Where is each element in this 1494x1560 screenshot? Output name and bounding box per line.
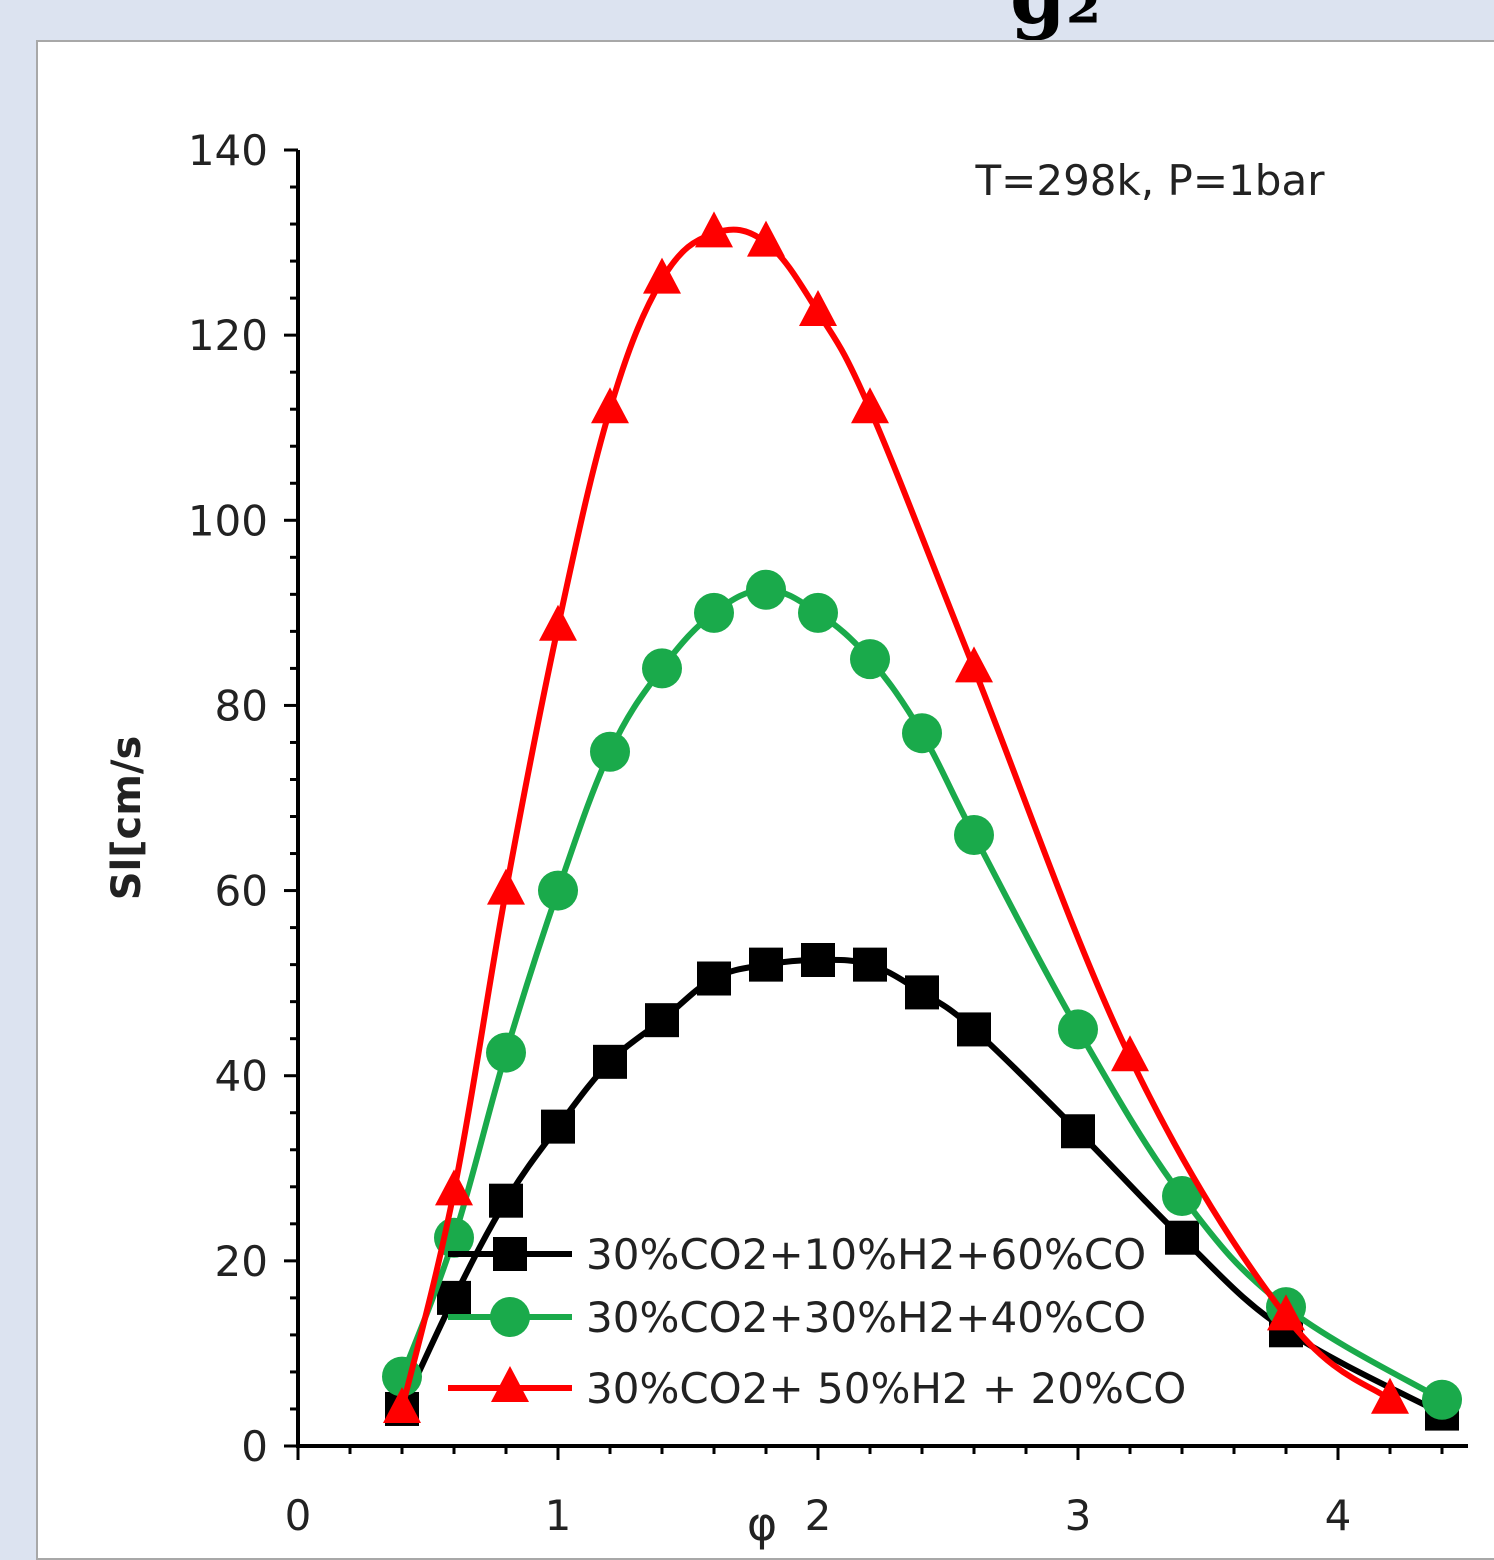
- chart-annotation: T=298k, P=1bar: [975, 156, 1326, 205]
- y-tick-label: 100: [188, 496, 268, 545]
- y-tick-label: 80: [215, 681, 268, 730]
- top-strip: g₂: [0, 0, 1494, 42]
- x-tick-label: 0: [285, 1491, 312, 1540]
- y-tick-label: 120: [188, 311, 268, 360]
- legend-entry-2: 30%CO2+30%H2+40%CO: [448, 1293, 1146, 1342]
- data-point-circle: [1422, 1379, 1462, 1420]
- data-point-triangle: [539, 604, 577, 641]
- data-point-circle: [486, 1032, 526, 1073]
- data-point-circle: [1058, 1009, 1098, 1050]
- data-point-circle: [902, 713, 942, 754]
- series-layer: [382, 211, 1462, 1431]
- legend-entry-3: 30%CO2+ 50%H2 + 20%CO: [448, 1364, 1186, 1413]
- legend-label: 30%CO2+ 50%H2 + 20%CO: [586, 1364, 1186, 1413]
- data-point-square: [1165, 1220, 1199, 1255]
- data-point-circle: [746, 569, 786, 610]
- header-fragment: g₂: [1010, 0, 1101, 42]
- data-point-triangle: [383, 1386, 421, 1423]
- data-point-triangle: [591, 387, 629, 424]
- y-axis-label: Sl[cm/s: [104, 736, 150, 901]
- y-tick-label: 60: [215, 867, 268, 916]
- y-tick-label: 140: [188, 126, 268, 175]
- legend: 30%CO2+10%H2+60%CO 30%CO2+30%H2+40%CO 30%C…: [448, 1230, 1186, 1413]
- data-point-circle: [1162, 1176, 1202, 1217]
- data-point-square: [593, 1044, 627, 1079]
- series-2: [382, 569, 1462, 1420]
- x-tick-label: 1: [545, 1491, 572, 1540]
- data-point-triangle: [851, 387, 889, 424]
- legend-entry-1: 30%CO2+10%H2+60%CO: [448, 1230, 1146, 1279]
- data-point-square: [541, 1109, 575, 1144]
- data-point-circle: [538, 870, 578, 911]
- data-point-square: [1061, 1114, 1095, 1149]
- x-tick-label: 3: [1065, 1491, 1092, 1540]
- data-point-triangle: [1267, 1294, 1305, 1331]
- legend-marker-square: [493, 1237, 527, 1271]
- data-point-square: [437, 1280, 471, 1315]
- data-point-square: [489, 1183, 523, 1218]
- y-tick-label: 40: [215, 1052, 268, 1101]
- data-point-square: [749, 947, 783, 982]
- legend-marker-circle: [490, 1297, 530, 1337]
- data-point-circle: [954, 815, 994, 856]
- data-point-circle: [590, 731, 630, 772]
- x-axis-label: φ: [747, 1497, 777, 1551]
- data-point-circle: [850, 639, 890, 680]
- data-point-triangle: [695, 211, 733, 248]
- data-point-square: [853, 947, 887, 982]
- data-point-triangle: [1371, 1377, 1409, 1414]
- data-point-triangle: [643, 257, 681, 294]
- legend-label: 30%CO2+30%H2+40%CO: [586, 1293, 1146, 1342]
- series-1: [385, 943, 1459, 1431]
- axes: 0 20 40 60 80 100 120 140 0 1 2 3 4: [188, 126, 1468, 1540]
- legend-label: 30%CO2+10%H2+60%CO: [586, 1230, 1146, 1279]
- x-tick-label: 4: [1325, 1491, 1352, 1540]
- y-tick-label: 20: [215, 1237, 268, 1286]
- series-3: [383, 211, 1409, 1423]
- data-point-square: [645, 1003, 679, 1038]
- data-point-square: [957, 1012, 991, 1047]
- data-point-triangle: [487, 868, 525, 905]
- x-tick-label: 2: [805, 1491, 832, 1540]
- data-point-triangle: [1111, 1035, 1149, 1072]
- data-point-triangle: [799, 290, 837, 326]
- data-point-triangle: [747, 220, 785, 257]
- legend-marker-triangle: [491, 1366, 529, 1402]
- data-point-triangle: [435, 1169, 473, 1206]
- data-point-square: [905, 975, 939, 1010]
- data-point-circle: [642, 648, 682, 689]
- data-point-square: [801, 943, 835, 977]
- data-point-circle: [694, 592, 734, 633]
- data-point-square: [697, 961, 731, 996]
- data-point-circle: [798, 592, 838, 633]
- data-point-triangle: [955, 646, 993, 683]
- y-tick-label: 0: [241, 1422, 268, 1471]
